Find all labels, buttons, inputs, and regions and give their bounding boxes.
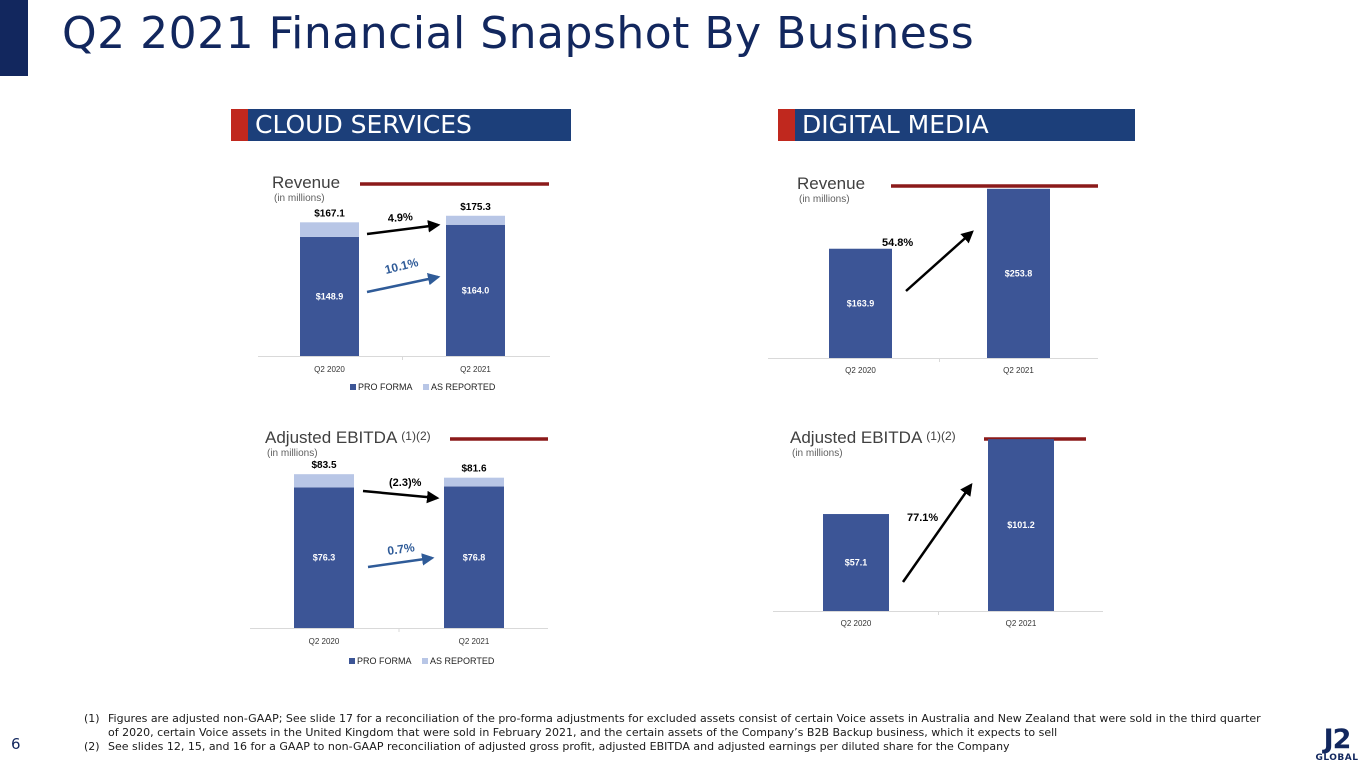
chart-subtitle: (in millions) (267, 448, 318, 459)
x-tick-label: Q2 2021 (459, 637, 490, 646)
section-header-cloud: CLOUD SERVICES (231, 109, 571, 141)
footnote-text: See slides 12, 15, and 16 for a GAAP to … (108, 740, 1010, 753)
bar-total-label: $175.3 (460, 202, 491, 213)
bar-pro-forma (829, 248, 892, 358)
bar-value-label: $57.1 (845, 558, 868, 568)
bar-as-reported (294, 474, 354, 488)
bar-pro-forma (987, 188, 1050, 358)
growth-arrow-pro-forma (367, 553, 435, 569)
growth-label: (2.3)% (389, 477, 422, 489)
bar-value-label: $163.9 (847, 298, 875, 308)
growth-arrow (366, 220, 441, 236)
growth-arrow (362, 489, 440, 504)
legend-swatch (350, 384, 356, 390)
growth-arrow-pro-forma (366, 272, 441, 294)
x-tick-label: Q2 2020 (309, 637, 340, 646)
legend-label: PRO FORMA (357, 656, 412, 666)
x-tick-label: Q2 2021 (1003, 366, 1034, 375)
footnote-number: (1) (84, 712, 100, 725)
footnotes: (1) Figures are adjusted non-GAAP; See s… (84, 712, 1264, 754)
company-logo: J2 GLOBAL (1314, 726, 1360, 763)
footnote-1: (1) Figures are adjusted non-GAAP; See s… (84, 712, 1264, 740)
legend-swatch (422, 658, 428, 664)
slide-title: Q2 2021 Financial Snapshot By Business (62, 8, 975, 59)
legend-swatch (423, 384, 429, 390)
x-tick-label: Q2 2021 (460, 365, 491, 374)
bar-pro-forma (444, 486, 504, 628)
growth-label-pro-forma: 10.1% (383, 255, 420, 277)
growth-label: 77.1% (907, 512, 938, 524)
bar-value-label: $253.8 (1005, 268, 1033, 278)
chart-digital-revenue: Revenue(in millions) $163.9 Q2 2020 $253.8 Q… (768, 174, 1098, 375)
growth-arrow (901, 482, 973, 583)
growth-label-pro-forma: 0.7% (386, 540, 415, 558)
chart-title: Adjusted EBITDA (1)(2) (790, 428, 956, 447)
x-tick-label: Q2 2020 (845, 366, 876, 375)
footnote-number: (2) (84, 740, 100, 753)
bar-pro-forma (823, 514, 889, 611)
chart-cloud-revenue: Revenue(in millions) $148.9 $167.1 Q2 2020 $… (258, 173, 550, 392)
growth-label: 54.8% (882, 237, 913, 249)
chart-title-note: (1)(2) (926, 429, 955, 443)
chart-title-note: (1)(2) (401, 429, 430, 443)
page-number: 6 (11, 735, 21, 753)
chart-cloud-ebitda: Adjusted EBITDA (1)(2)(in millions) $76.3 $… (250, 428, 548, 666)
bar-value-label: $101.2 (1007, 520, 1035, 530)
section-accent (231, 109, 248, 141)
title-accent-bar (0, 0, 28, 76)
bar-pro-forma (300, 236, 359, 356)
bar-as-reported (446, 215, 505, 225)
bar-value-label: $164.0 (462, 285, 490, 295)
section-label-digital: DIGITAL MEDIA (802, 110, 989, 139)
logo-wordmark: GLOBAL (1315, 753, 1359, 763)
footnote-2: (2) See slides 12, 15, and 16 for a GAAP… (84, 740, 1264, 754)
legend-label: PRO FORMA (358, 382, 413, 392)
x-tick-label: Q2 2020 (314, 365, 345, 374)
growth-arrow (905, 230, 974, 292)
section-header-digital: DIGITAL MEDIA (778, 109, 1135, 141)
x-tick-label: Q2 2021 (1006, 619, 1037, 628)
growth-label: 4.9% (387, 211, 413, 225)
legend-label: AS REPORTED (430, 656, 495, 666)
chart-digital-ebitda: Adjusted EBITDA (1)(2)(in millions) $57.1 Q… (773, 428, 1103, 628)
legend-swatch (349, 658, 355, 664)
bar-pro-forma (988, 439, 1054, 611)
bar-as-reported (444, 477, 504, 487)
section-label-cloud: CLOUD SERVICES (255, 110, 472, 139)
chart-title: Revenue (272, 173, 340, 192)
x-tick-label: Q2 2020 (841, 619, 872, 628)
chart-subtitle: (in millions) (799, 194, 850, 205)
bar-total-label: $83.5 (311, 460, 336, 471)
footnote-text: Figures are adjusted non-GAAP; See slide… (108, 712, 1261, 739)
chart-subtitle: (in millions) (792, 448, 843, 459)
bar-value-label: $76.8 (463, 552, 486, 562)
chart-title: Adjusted EBITDA (1)(2) (265, 428, 431, 447)
bar-value-label: $76.3 (313, 553, 336, 563)
chart-title: Revenue (797, 174, 865, 193)
bar-value-label: $148.9 (316, 291, 344, 301)
logo-mark: J2 (1323, 724, 1352, 755)
bar-as-reported (300, 222, 359, 237)
legend-label: AS REPORTED (431, 382, 496, 392)
bar-total-label: $81.6 (461, 464, 486, 475)
bar-total-label: $167.1 (314, 208, 345, 219)
bar-pro-forma (294, 487, 354, 628)
bar-pro-forma (446, 224, 505, 356)
chart-subtitle: (in millions) (274, 193, 325, 204)
section-accent (778, 109, 795, 141)
